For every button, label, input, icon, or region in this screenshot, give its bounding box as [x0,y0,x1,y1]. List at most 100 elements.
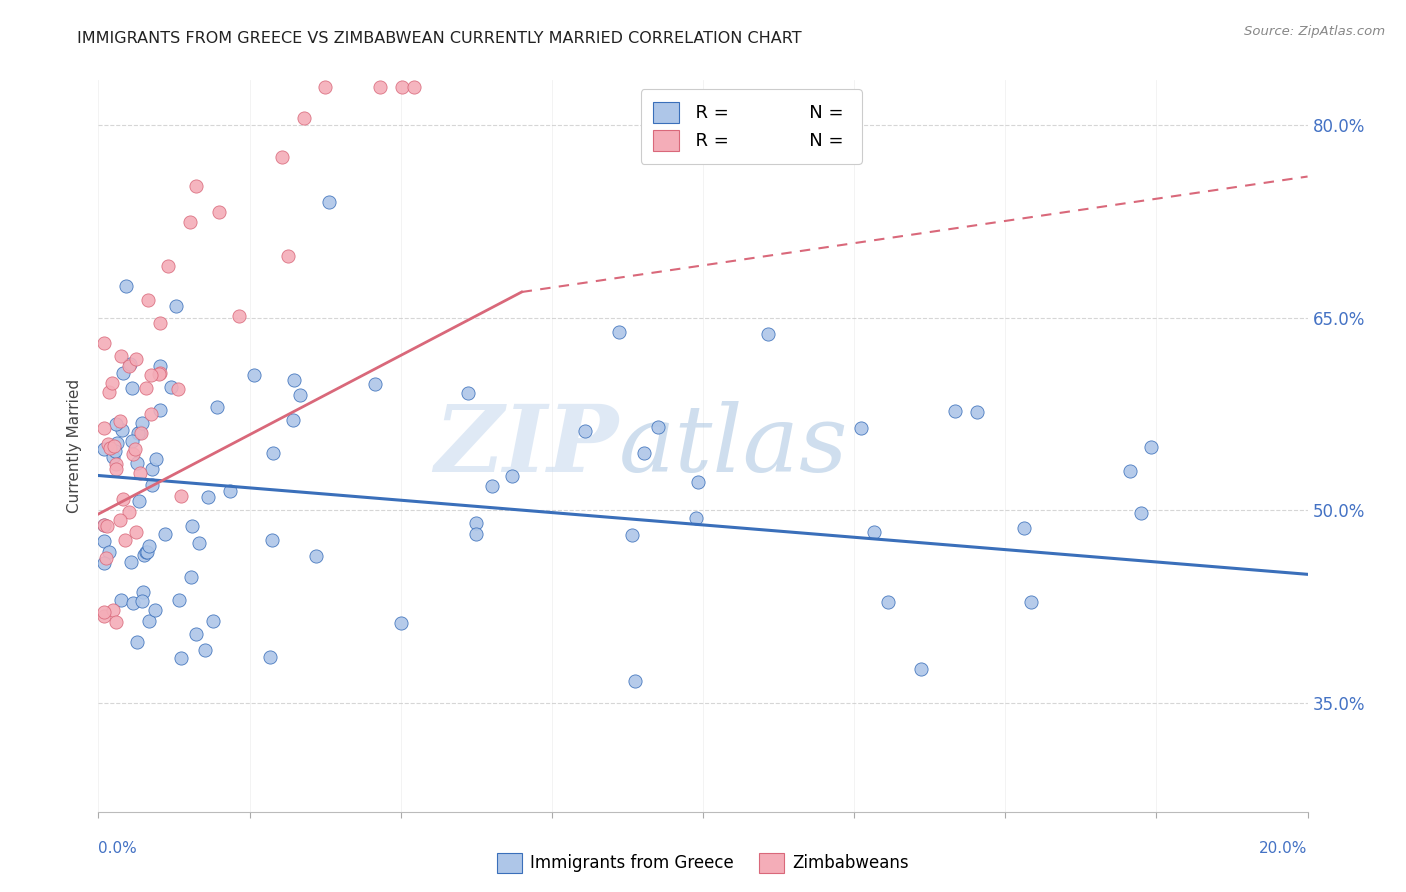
Point [465,516,488,530]
Point [118,505,141,519]
Point [1012,521,1035,535]
Point [114,533,136,548]
Point [262,533,284,548]
Point [149,366,172,380]
Point [259,650,281,665]
Point [122,448,145,462]
Point [574,424,596,438]
Point [288,387,311,401]
Point [97,545,120,559]
Point [153,527,176,541]
Point [121,381,143,395]
Point [93,517,115,532]
Point [368,79,391,94]
Point [93,336,115,351]
Point [180,570,202,584]
Point [125,352,148,367]
Point [110,349,132,363]
Point [112,492,135,507]
Point [143,603,166,617]
Point [121,434,143,448]
Point [149,359,172,373]
Point [93,517,115,532]
Point [283,373,305,387]
Point [314,79,336,94]
Point [97,437,120,451]
Text: 50: 50 [810,119,834,136]
Point [194,643,217,657]
Point [111,423,134,437]
Text: Source: ZipAtlas.com: Source: ZipAtlas.com [1244,25,1385,38]
Point [943,404,966,418]
Point [93,605,115,619]
Point [104,417,127,432]
Point [167,593,190,607]
Point [98,385,121,400]
Point [404,79,426,94]
Point [101,376,124,391]
Point [208,205,231,219]
Point [128,493,150,508]
Point [104,615,127,629]
Point [179,215,201,229]
Point [1129,506,1152,520]
Point [129,466,152,480]
Point [125,524,148,539]
Point [101,450,124,464]
Point [1019,595,1042,609]
Point [93,608,115,623]
Point [609,326,631,340]
Point [148,367,170,381]
Point [262,446,284,460]
Point [685,511,707,525]
Point [318,195,340,210]
Point [966,405,988,419]
Point [104,458,127,472]
Text: IMMIGRANTS FROM GREECE VS ZIMBABWEAN CURRENTLY MARRIED CORRELATION CHART: IMMIGRANTS FROM GREECE VS ZIMBABWEAN CUR… [77,31,801,46]
Point [96,518,118,533]
Point [219,484,242,499]
Point [756,326,779,341]
Point [121,555,143,569]
Point [127,456,149,470]
Point [364,376,387,391]
Point [141,368,163,383]
Point [108,513,131,527]
Point [122,596,145,610]
Point [277,249,299,263]
Point [271,150,294,164]
Point [242,368,264,382]
Point [135,381,157,395]
Point [134,548,156,562]
Point [105,462,128,476]
Point [145,452,167,467]
Point [139,407,162,421]
Point [131,416,153,430]
Point [110,414,132,428]
Point [107,435,129,450]
Point [647,420,669,434]
Point [197,490,219,504]
Point [149,402,172,417]
Point [98,441,121,455]
Point [180,519,202,533]
Point [465,527,488,541]
Point [457,385,479,400]
Text: 0.0%: 0.0% [98,841,138,856]
Point [136,293,159,307]
Point [136,545,159,559]
Text: atlas: atlas [619,401,848,491]
Point [863,524,886,539]
Point [1119,464,1142,478]
Point [129,425,152,439]
Point [134,545,156,559]
Point [501,468,523,483]
Point [129,425,152,440]
Point [141,462,163,476]
Point [167,382,190,396]
Point [104,443,127,458]
Point [125,635,148,649]
Point [621,528,644,542]
Point [228,309,250,323]
Point [481,478,503,492]
